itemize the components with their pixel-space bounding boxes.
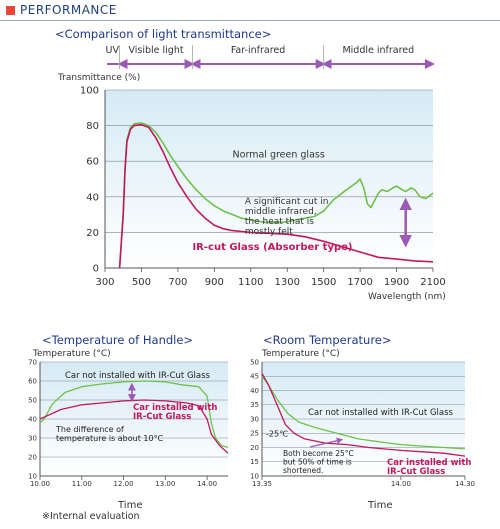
y-tick-label: 60: [28, 377, 37, 385]
room-temperature-chart: 10 15 20 25 30 35 40 45 50 13.35 14.00 14.30 Car not…: [250, 358, 475, 488]
x-tick-label: 1700: [347, 277, 372, 288]
x-tick-label: 13.35: [252, 480, 272, 488]
annotation-25c: -25℃: [266, 429, 288, 438]
y-tick-label: 50: [28, 396, 37, 404]
x-tick-label: 12.00: [114, 480, 134, 488]
x-tick-label: 2100: [420, 277, 445, 288]
chart2-title: <Temperature of Handle>: [42, 333, 194, 347]
transmittance-chart: 0 20 40 60 80 100 300 500 700 900 1100 1300 1500 1700…: [80, 45, 446, 288]
annotation-not-installed: Car not installed with IR-Cut Glass: [65, 371, 211, 381]
series-line-1: [118, 122, 434, 269]
y-tick-label: 40: [86, 192, 99, 203]
chart3-title: <Room Temperature>: [263, 333, 392, 347]
y-tick-label: 25: [250, 430, 259, 438]
y-tick-label: 80: [86, 121, 99, 132]
y-tick-label: 70: [28, 358, 37, 366]
annotation-normal-glass: Normal green glass: [233, 150, 325, 161]
y-tick-label: 0: [93, 264, 99, 275]
y-tick-label: 40: [250, 387, 259, 395]
x-tick-label: 300: [95, 277, 114, 288]
annotation-installed: Car installed with IR-Cut Glass: [387, 458, 471, 477]
y-tick-label: 60: [86, 157, 99, 168]
annotation-ircut-glass: IR-cut Glass (Absorber type): [192, 242, 352, 253]
chart2-ylabel: Temperature (°C): [33, 349, 111, 359]
handle-temperature-chart: 10 20 30 40 50 60 70 10.00 11.00 12.00 13.00 14.00 C…: [28, 358, 229, 488]
chart1-title: <Comparison of light transmittance>: [55, 27, 272, 41]
series-line-1: [39, 380, 229, 449]
annotation-difference: The difference of temperature is about 10…: [55, 425, 164, 443]
y-tick-label: 20: [86, 228, 99, 239]
chart3-ylabel: Temperature (°C): [262, 349, 340, 359]
x-tick-label: 1300: [274, 277, 299, 288]
header-bullet-icon: [6, 6, 15, 15]
x-tick-label: 14.30: [455, 480, 475, 488]
y-tick-label: 20: [28, 453, 37, 461]
y-tick-label: 20: [250, 444, 259, 452]
section-header: PERFORMANCE: [0, 0, 500, 22]
band-label: Visible light: [128, 45, 183, 56]
plot-area: [105, 90, 433, 268]
x-tick-label: 11.00: [72, 480, 92, 488]
annotation-both-25c: Both become 25°C but 50% of time is shorte…: [283, 449, 354, 475]
x-tick-label: 1900: [384, 277, 409, 288]
x-tick-label: 1500: [311, 277, 336, 288]
series-line-2: [39, 399, 229, 454]
y-tick-label: 50: [250, 358, 259, 366]
y-tick-label: 30: [250, 415, 259, 423]
band-label: Middle infrared: [342, 45, 414, 56]
x-tick-label: 14.00: [391, 480, 411, 488]
x-tick-label: 700: [168, 277, 187, 288]
x-tick-label: 10.00: [30, 480, 50, 488]
header-divider: [0, 20, 500, 21]
band-label: Far-infrared: [231, 45, 285, 56]
header-title: PERFORMANCE: [20, 3, 117, 17]
time-arrow: [309, 437, 344, 448]
x-tick-label: 900: [205, 277, 224, 288]
y-tick-label: 15: [250, 458, 259, 466]
annotation-not-installed: Car not installed with IR-Cut Glass: [308, 408, 454, 418]
annotation-installed: Car installed with IR-Cut Glass: [133, 403, 217, 422]
x-tick-label: 1100: [238, 277, 263, 288]
y-tick-label: 30: [28, 434, 37, 442]
chart3-xlabel: Time: [368, 500, 393, 511]
chart2-xlabel: Time: [118, 500, 143, 511]
series-line-2: [118, 123, 434, 269]
y-tick-label: 10: [28, 472, 37, 480]
x-tick-label: 500: [132, 277, 151, 288]
series-line-1: [261, 375, 466, 450]
annotation-midir-cut: A significant cut in middle infrared, the …: [245, 197, 329, 237]
chart1-ylabel: Transmittance (%): [58, 73, 141, 83]
y-tick-label: 45: [250, 373, 259, 381]
y-tick-label: 35: [250, 401, 259, 409]
chart1-xlabel: Wavelength (nm): [368, 292, 446, 302]
band-label: UV: [106, 45, 120, 56]
x-tick-label: 13.00: [155, 480, 175, 488]
y-tick-label: 10: [250, 472, 259, 480]
y-tick-label: 100: [80, 86, 99, 97]
x-tick-label: 14.00: [197, 480, 217, 488]
y-tick-label: 40: [28, 415, 37, 423]
footnote: ※Internal evaluation: [42, 511, 140, 522]
